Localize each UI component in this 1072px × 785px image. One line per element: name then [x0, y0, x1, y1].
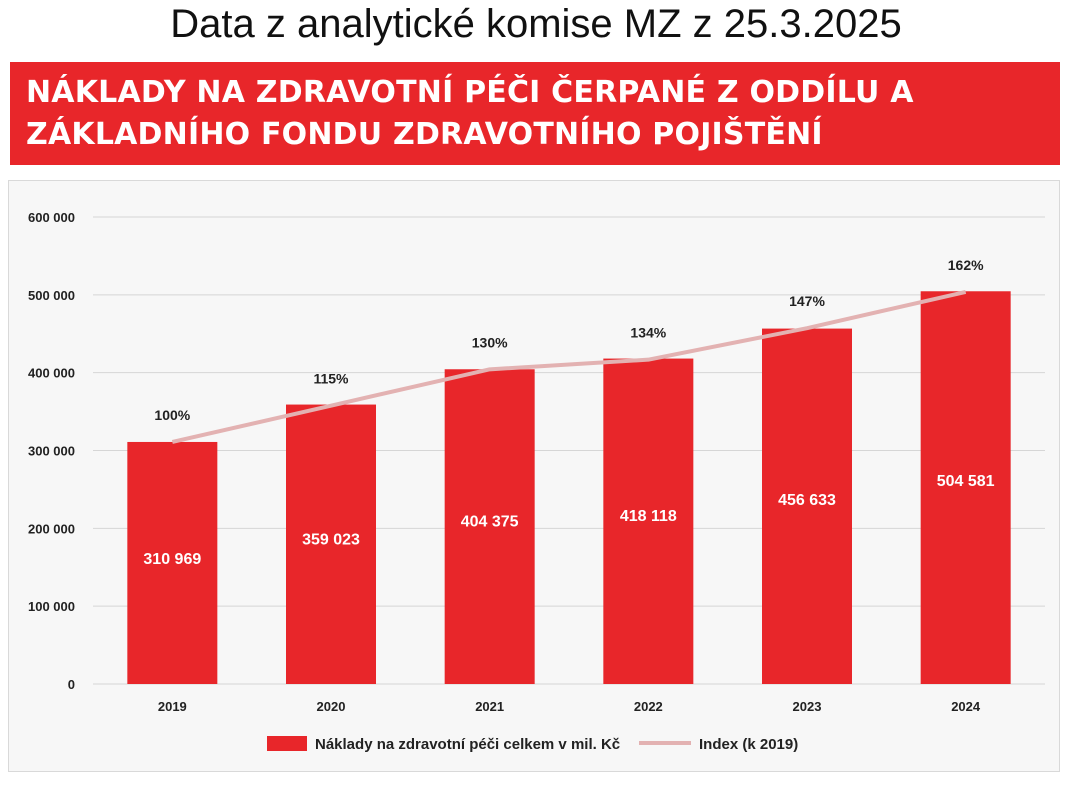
- y-tick-label: 0: [68, 677, 75, 692]
- banner-title-line-1: NÁKLADY NA ZDRAVOTNÍ PÉČI ČERPANÉ Z ODDÍ…: [26, 75, 914, 110]
- banner-title-line-2: ZÁKLADNÍHO FONDU ZDRAVOTNÍHO POJIŠTĚNÍ: [26, 117, 823, 152]
- legend-bar-swatch: [267, 736, 307, 751]
- bar-value-label: 359 023: [302, 532, 360, 549]
- index-label: 147%: [789, 293, 825, 309]
- x-axis-ticks: 2019 2020 2021 2022 2023 2024: [158, 699, 981, 714]
- bar-value-label: 404 375: [461, 513, 519, 530]
- bar-value-label: 418 118: [620, 508, 677, 525]
- bar-line-chart: 0 100 000 200 000 300 000 400 000 500 000 600 …: [28, 210, 1045, 753]
- index-label: 162%: [948, 257, 984, 273]
- y-axis-ticks: 0 100 000 200 000 300 000 400 000 500 000 600 …: [28, 210, 75, 692]
- legend-line-label: Index (k 2019): [699, 736, 798, 753]
- y-tick-label: 400 000: [28, 366, 75, 381]
- index-label: 115%: [313, 371, 349, 387]
- index-label: 130%: [472, 334, 508, 350]
- bar-2024: [920, 291, 1011, 684]
- index-line: [171, 289, 967, 444]
- legend-bar-label: Náklady na zdravotní péči celkem v mil. …: [315, 736, 620, 753]
- x-tick-label: 2022: [634, 699, 663, 714]
- gridlines: [93, 216, 1045, 685]
- y-tick-label: 600 000: [28, 210, 75, 225]
- chart-panel: 0 100 000 200 000 300 000 400 000 500 000 600 …: [8, 180, 1060, 772]
- y-tick-label: 200 000: [28, 521, 75, 536]
- bar-2020: [286, 404, 376, 684]
- x-tick-label: 2019: [158, 699, 187, 714]
- index-label: 100%: [154, 407, 190, 423]
- slide-title: Data z analytické komise MZ z 25.3.2025: [170, 2, 902, 46]
- index-label: 134%: [630, 325, 666, 341]
- bar-value-label: 456 633: [778, 492, 836, 509]
- chart-banner: NÁKLADY NA ZDRAVOTNÍ PÉČI ČERPANÉ Z ODDÍ…: [10, 62, 1060, 165]
- bar-2023: [762, 328, 852, 684]
- x-tick-label: 2023: [793, 699, 822, 714]
- bar-2019: [127, 441, 218, 684]
- y-tick-label: 500 000: [28, 288, 75, 303]
- bar-2022: [603, 358, 694, 684]
- y-tick-label: 300 000: [28, 444, 75, 459]
- bar-value-label: 310 969: [143, 551, 201, 568]
- legend: Náklady na zdravotní péči celkem v mil. …: [267, 736, 798, 753]
- index-line-layer: 100% 115% 130% 134% 147% 162%: [154, 257, 984, 444]
- bar-value-label: 504 581: [937, 473, 995, 490]
- x-tick-label: 2024: [951, 699, 981, 714]
- x-tick-label: 2021: [475, 699, 504, 714]
- bars: 310 969 359 023 404 375 418 118 456 633 504 5…: [127, 291, 1011, 684]
- bar-2021: [444, 369, 535, 684]
- y-tick-label: 100 000: [28, 599, 75, 614]
- x-tick-label: 2020: [317, 699, 346, 714]
